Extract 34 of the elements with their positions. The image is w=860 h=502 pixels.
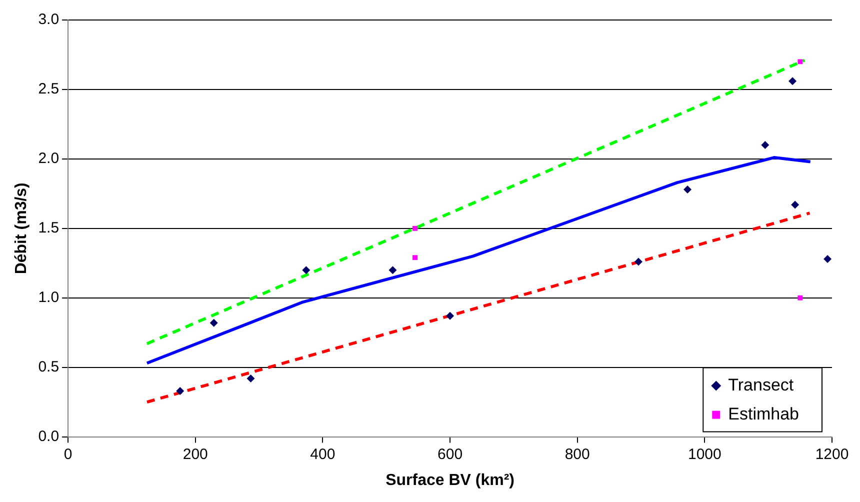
x-tick-label: 1200	[815, 446, 849, 463]
x-tick-label: 0	[64, 446, 72, 463]
point	[302, 266, 310, 274]
point	[824, 254, 832, 263]
y-tick-label: 2.0	[38, 150, 60, 168]
point	[798, 295, 803, 300]
x-tick-label: 400	[310, 446, 336, 463]
point	[446, 312, 454, 320]
x-axis-title: Surface BV (km²)	[386, 472, 514, 489]
point	[388, 266, 397, 274]
y-tick-label: 2.5	[38, 80, 60, 98]
legend-label: Transect	[728, 375, 794, 394]
point	[683, 186, 692, 194]
legend-label: Estimhab	[728, 404, 800, 424]
y-tick-label: 3.0	[38, 11, 60, 28]
y-axis-title: Débit (m3/s)	[13, 182, 30, 274]
point	[412, 226, 418, 231]
point	[412, 255, 418, 260]
point	[788, 77, 797, 86]
x-tick-label: 200	[182, 446, 208, 463]
y-tick-label: 1.0	[38, 289, 60, 306]
point	[761, 141, 770, 150]
point	[246, 374, 255, 382]
x-tick-label: 1000	[688, 446, 722, 463]
point	[210, 318, 218, 327]
point	[798, 59, 803, 64]
y-tick-label: 0.5	[38, 358, 60, 376]
y-tick-label: 1.5	[38, 220, 60, 237]
point	[634, 258, 642, 266]
y-tick-label: 0.0	[38, 428, 60, 445]
x-tick-label: 600	[438, 446, 463, 463]
point	[176, 386, 184, 395]
point	[791, 200, 800, 209]
x-tick-label: 800	[564, 446, 590, 463]
